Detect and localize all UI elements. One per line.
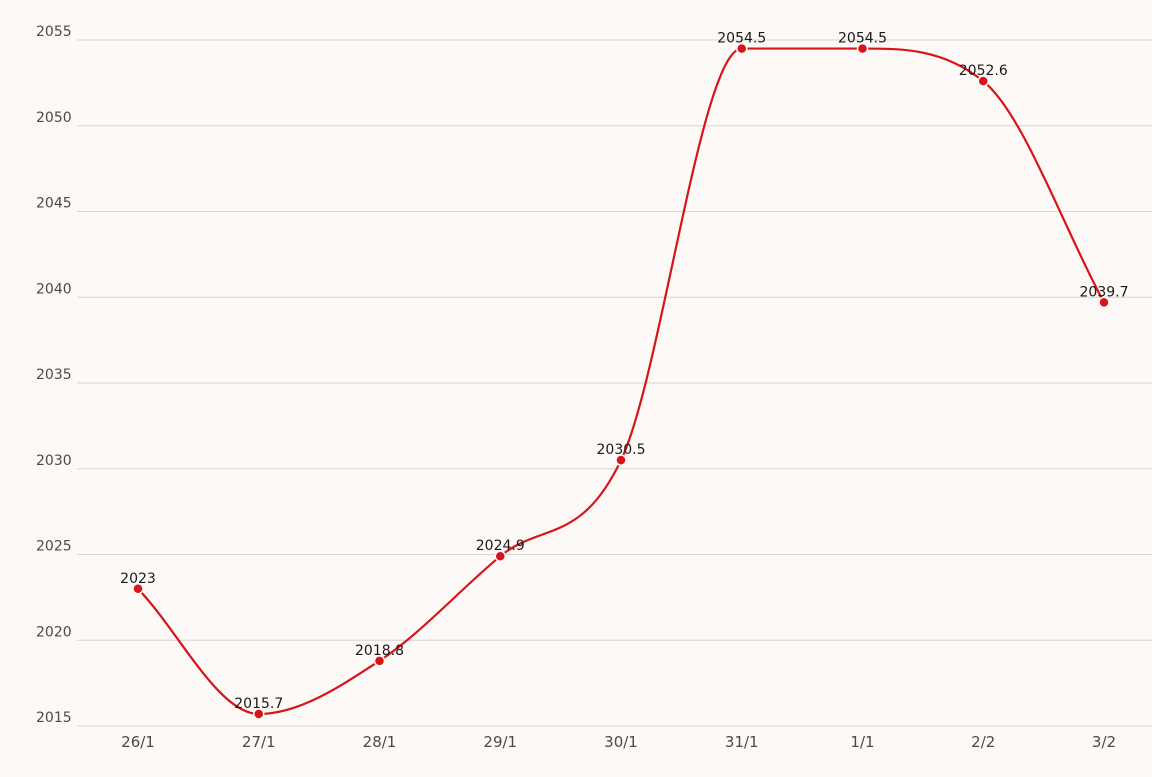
y-tick-label: 2030	[36, 453, 72, 469]
data-label: 2052.6	[959, 63, 1008, 79]
data-point	[1098, 296, 1110, 309]
data-label: 2054.5	[838, 31, 887, 47]
series-line	[137, 47, 1105, 716]
data-label: 2024.9	[476, 538, 525, 554]
data-point	[615, 454, 627, 466]
y-tick-label: 2055	[36, 24, 72, 40]
data-point	[977, 75, 989, 87]
data-point	[736, 42, 748, 55]
x-axis-tick-labels: 26/1 27/1 28/1 29/1 30/1 31/1 1/1 2/2 3/2	[121, 733, 1116, 751]
data-point	[494, 550, 506, 562]
y-tick-label: 2025	[36, 539, 72, 555]
y-axis-tick-labels: 2015 2020 2025 2030 2035 2040 2045 2050 2055	[36, 24, 72, 726]
data-point	[253, 708, 265, 720]
data-point	[373, 655, 386, 667]
y-tick-label: 2045	[36, 196, 72, 212]
series-layer	[132, 42, 1110, 720]
data-label: 2030.5	[597, 442, 646, 458]
x-tick-label: 28/1	[363, 733, 397, 751]
y-tick-label: 2015	[36, 710, 72, 726]
y-tick-label: 2035	[36, 367, 72, 383]
data-labels: 2023 2015.7 2018.8 2024.9 2030.5 2054.5 2054.5…	[120, 31, 1128, 712]
x-tick-label: 26/1	[121, 733, 155, 751]
y-tick-label: 2050	[36, 110, 72, 126]
data-point	[132, 583, 144, 595]
x-tick-label: 31/1	[725, 733, 759, 751]
x-tick-label: 2/2	[971, 733, 995, 751]
data-label: 2023	[120, 571, 156, 587]
x-tick-label: 1/1	[850, 733, 874, 751]
y-tick-label: 2020	[36, 624, 72, 640]
x-tick-label: 29/1	[483, 733, 517, 751]
data-label: 2018.8	[355, 643, 404, 659]
data-label: 2039.7	[1080, 284, 1129, 300]
data-label: 2054.5	[717, 31, 766, 47]
data-point	[856, 42, 869, 55]
data-label: 2015.7	[234, 696, 283, 712]
x-tick-label: 30/1	[604, 733, 638, 751]
y-tick-label: 2040	[36, 281, 72, 297]
grid	[77, 39, 1152, 727]
x-tick-label: 27/1	[242, 733, 276, 751]
x-tick-label: 3/2	[1092, 733, 1116, 751]
